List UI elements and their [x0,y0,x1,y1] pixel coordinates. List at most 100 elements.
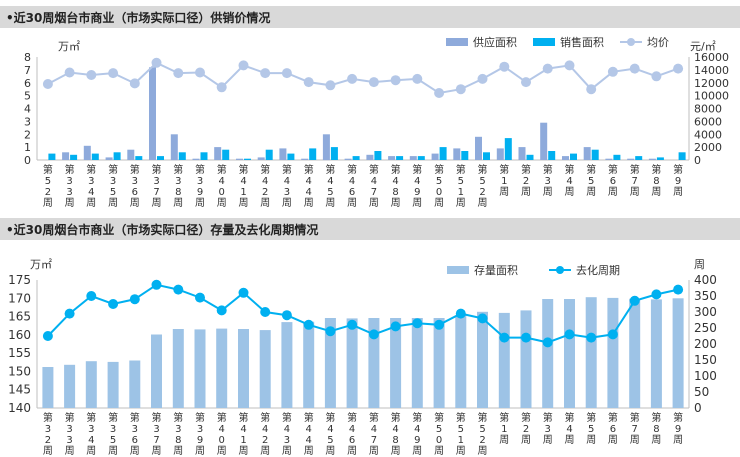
bar-供应面积 [344,158,352,160]
bar-销售面积 [309,148,317,160]
point-均价 [477,73,488,84]
bar-供应面积 [475,136,482,160]
bar-存量面积 [607,297,619,408]
point-均价 [195,67,205,78]
bar-销售面积 [157,156,164,160]
bar-存量面积 [151,334,162,408]
point-均价 [521,77,531,88]
y-right-tick-label: 50 [694,385,709,399]
bar-供应面积 [496,148,504,160]
panel-header: •近30周烟台市商业（市场实际口径）供销价情况 [0,6,740,28]
supply-sales-price-chart: 0123456780200040006000800010000120001400… [24,35,729,209]
bar-供应面积 [366,154,374,160]
y-right-unit: 周 [694,258,705,271]
bar-存量面积 [85,361,97,408]
point-去化周期 [64,308,75,319]
bar-销售面积 [570,153,577,160]
y-left-tick-label: 140 [8,401,31,415]
bar-供应面积 [170,134,178,161]
point-均价 [86,70,97,80]
point-去化周期 [238,287,249,298]
bar-供应面积 [301,158,309,160]
bar-存量面积 [194,329,206,408]
line-去化周期 [47,283,679,344]
bar-存量面积 [629,298,641,408]
y-left-tick-label: 6 [24,77,31,90]
legend-swatch-销售面积 [533,38,555,46]
point-均价 [607,66,618,77]
y-left-tick-label: 2 [24,128,31,141]
point-去化周期 [412,318,423,329]
point-去化周期 [303,319,314,330]
bar-供应面积 [192,158,200,160]
bar-销售面积 [483,152,490,160]
y-left-tick-label: 8 [24,51,31,64]
point-均价 [542,63,553,74]
y-left-tick-label: 145 [8,383,31,397]
point-均价 [173,68,184,79]
line-均价 [47,61,679,95]
bar-供应面积 [236,158,243,160]
y-right-tick-label: 0 [694,401,702,415]
bar-销售面积 [504,138,512,160]
point-均价 [390,75,401,86]
bar-供应面积 [540,122,548,160]
legend-marker-均价 [627,38,635,46]
point-去化周期 [195,292,205,303]
bar-供应面积 [83,145,91,160]
y-right-tick-label: 200 [694,337,717,351]
bar-销售面积 [222,149,230,160]
bar-存量面积 [585,297,597,408]
point-均价 [238,60,249,71]
bar-销售面积 [244,158,251,160]
y-left-tick-label: 4 [24,103,31,116]
legend-marker-去化周期 [556,266,564,274]
bar-供应面积 [214,147,222,160]
bar-销售面积 [374,151,382,160]
point-均价 [368,77,379,88]
y-left-tick-label: 7 [24,64,31,77]
y-left-tick-label: 160 [8,328,31,342]
y-right-tick-label: 8000 [694,103,722,116]
point-均价 [434,88,445,98]
legend-label-去化周期: 去化周期 [576,263,620,277]
bar-供应面积 [648,158,656,160]
bar-供应面积 [279,148,287,160]
y-right-tick-label: 400 [694,273,717,287]
supply-sales-price-panel: •近30周烟台市商业（市场实际口径）供销价情况 0 1 2 3 4 5 6 7 8 0 2000 40… [0,0,740,218]
y-right-tick-label: 2000 [694,141,722,154]
point-均价 [108,68,119,79]
bar-存量面积 [520,310,532,408]
bar-存量面积 [411,318,423,408]
point-去化周期 [651,289,662,300]
bar-销售面积 [330,147,338,160]
point-均价 [412,73,423,84]
bar-存量面积 [542,299,554,408]
